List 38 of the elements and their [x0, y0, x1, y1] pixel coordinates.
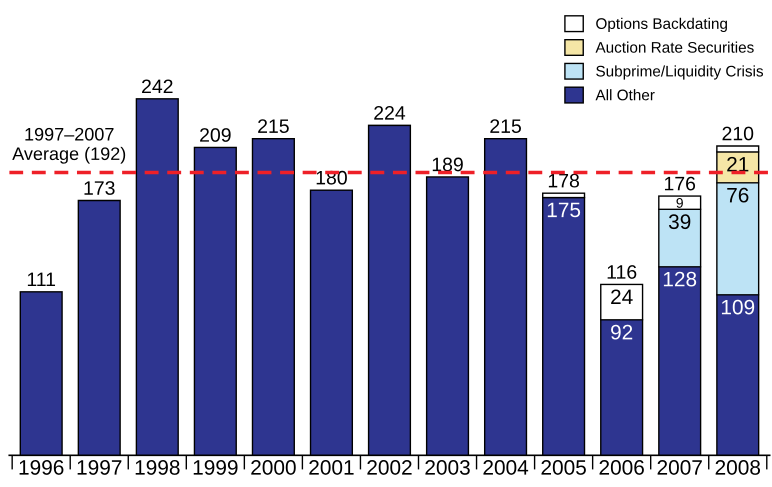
total-label: 176 — [664, 176, 696, 190]
x-tick-label: 1998 — [136, 460, 180, 475]
x-tick-label: 1997 — [78, 460, 122, 475]
total-label: 209 — [200, 128, 231, 142]
total-label: 215 — [258, 119, 289, 134]
data-label: 128 — [664, 272, 696, 287]
total-label: 210 — [722, 126, 754, 140]
x-tick-label: 2006 — [600, 460, 644, 475]
data-label: 39 — [668, 214, 690, 230]
legend-label: Options Backdating — [596, 18, 727, 32]
x-tick-label: 2002 — [367, 460, 412, 475]
x-tick-label: 2005 — [541, 460, 586, 475]
total-label: 242 — [142, 79, 173, 94]
ref-line-label: 1997–2007 Average (192) — [12, 128, 126, 164]
x-tick-label: 2003 — [425, 460, 470, 475]
total-label: 224 — [374, 106, 406, 120]
total-label: 215 — [490, 119, 521, 134]
legend-label: Auction Rate Securities — [595, 42, 754, 53]
x-tick-label: 2008 — [716, 460, 760, 475]
x-tick-label: 1999 — [194, 460, 238, 475]
legend-label: All Other — [595, 89, 655, 100]
total-label: 189 — [432, 158, 463, 172]
data-label: 9 — [676, 198, 683, 208]
x-tick-label: 2000 — [251, 460, 296, 475]
total-label: 178 — [548, 174, 579, 188]
total-label: 116 — [608, 265, 636, 279]
legend-label: Subprime/Liquidity Crisis — [596, 65, 764, 80]
data-label: 109 — [722, 300, 754, 314]
total-label: 173 — [84, 181, 115, 195]
data-label: 175 — [548, 202, 580, 218]
data-label: 92 — [611, 324, 632, 340]
x-tick-label: 1996 — [20, 460, 64, 475]
data-label: 24 — [611, 289, 633, 304]
x-tick-label: 2001 — [309, 460, 354, 475]
x-tick-label: 2004 — [483, 460, 528, 475]
total-label: 111 — [28, 272, 56, 286]
x-tick-label: 2007 — [658, 460, 702, 475]
data-label: 76 — [727, 188, 748, 203]
